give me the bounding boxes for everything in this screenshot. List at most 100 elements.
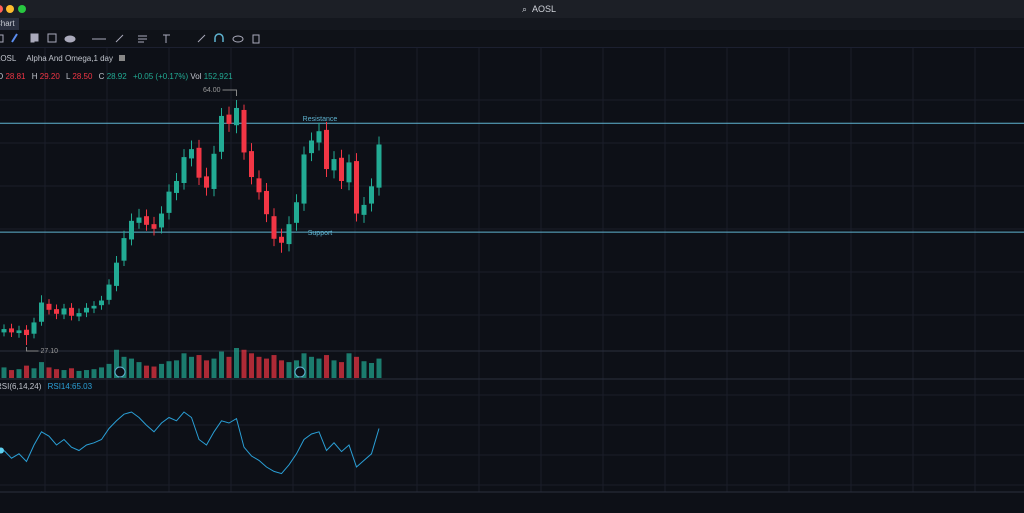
- candle-body: [76, 313, 82, 317]
- min-label: 27.10: [41, 348, 59, 355]
- magnet-tool[interactable]: [214, 33, 224, 42]
- candle-body: [226, 114, 232, 124]
- low-value: 28.50: [72, 72, 93, 81]
- volume-bar: [76, 370, 82, 378]
- volume-bar: [31, 368, 37, 378]
- candle-body: [54, 309, 59, 314]
- volume-bar: [241, 349, 247, 378]
- volume-bar: [1, 367, 7, 378]
- candle-body: [136, 217, 142, 223]
- volume-bar: [226, 356, 232, 378]
- candle-body: [286, 224, 292, 245]
- candle-body: [129, 220, 134, 240]
- candle-body: [159, 213, 164, 228]
- candle-body: [361, 204, 367, 215]
- volume-bar: [196, 355, 202, 378]
- volume-bar: [46, 367, 52, 378]
- description: Alpha And Omega,1 day: [26, 54, 114, 63]
- support-line-label: Support: [308, 230, 333, 237]
- candle-body: [31, 322, 37, 334]
- change: +0.05 (+0.17%): [132, 72, 189, 81]
- resistance-line-label: Resistance: [303, 116, 338, 123]
- volume-bar: [9, 370, 14, 378]
- candle-body: [204, 176, 209, 188]
- volume-bar: [234, 348, 239, 378]
- volume-bar: [174, 360, 179, 378]
- earnings-marker: [294, 366, 306, 378]
- volume-bar: [84, 370, 89, 378]
- volume-bar: [69, 368, 74, 378]
- candle-body: [376, 144, 382, 188]
- rsi-name: RSI(6,14,24): [0, 382, 42, 391]
- tool-icon[interactable]: [30, 33, 35, 43]
- high-label: H: [31, 72, 38, 81]
- volume-bar: [136, 362, 142, 378]
- close-label: C: [98, 72, 105, 81]
- volume-bar: [166, 361, 172, 378]
- candle-body: [264, 190, 269, 215]
- ohlc: O 28.81 H 29.20 L 28.50 C 28.92 +0.05 (+…: [0, 72, 233, 81]
- trash-tool[interactable]: [252, 34, 260, 44]
- rsi-dot: [0, 447, 4, 454]
- font-tool[interactable]: [163, 34, 170, 43]
- volume-bar: [369, 363, 374, 378]
- tab[interactable]: Chart: [0, 18, 19, 30]
- volume-bar: [24, 365, 29, 378]
- volume-value: 152,921: [203, 72, 233, 81]
- volume-bar: [151, 366, 157, 378]
- candle-body: [189, 149, 194, 159]
- time-axis: [0, 492, 1024, 513]
- candle-body: [69, 307, 74, 316]
- candle-body: [39, 302, 44, 322]
- candle-body: [279, 236, 284, 243]
- tool-icon[interactable]: [0, 34, 4, 43]
- volume-bar: [91, 369, 97, 378]
- candle-body: [271, 216, 277, 239]
- candle-body: [114, 262, 119, 286]
- candle-body: [181, 157, 187, 183]
- volume-bar: [129, 358, 134, 378]
- candle-body: [249, 151, 254, 178]
- window-controls: [0, 5, 26, 13]
- candle-body: [369, 186, 374, 204]
- title-bar: ⌕ AOSL: [0, 0, 1024, 18]
- layout-tool[interactable]: [47, 33, 57, 43]
- candle-body: [46, 303, 52, 310]
- tool-icon[interactable]: [34, 33, 39, 42]
- volume-bar: [286, 362, 292, 378]
- pencil-tool[interactable]: [11, 33, 18, 43]
- minimize-button[interactable]: [6, 5, 14, 13]
- volume-bar: [249, 353, 254, 378]
- volume-bar: [324, 355, 329, 378]
- eye-tool[interactable]: [232, 35, 244, 43]
- low-label: L: [66, 72, 71, 81]
- candle-body: [294, 202, 299, 223]
- earnings-marker: [114, 366, 126, 378]
- legend: AOSL Alpha And Omega,1 day: [0, 54, 126, 63]
- close-button[interactable]: [0, 5, 3, 13]
- candle-body: [211, 153, 217, 189]
- candle-body: [61, 308, 67, 315]
- brush-tool[interactable]: [115, 34, 124, 43]
- search-icon: ⌕: [522, 4, 528, 14]
- open-value: 28.81: [5, 72, 26, 81]
- volume-bar: [16, 369, 22, 378]
- candle-body: [84, 307, 89, 313]
- zoom-button[interactable]: [18, 5, 26, 13]
- candle-body: [309, 140, 314, 154]
- volume-bar: [189, 356, 194, 378]
- settings-icon[interactable]: [119, 55, 126, 61]
- text-tool[interactable]: [138, 35, 147, 43]
- volume-bar: [39, 362, 44, 378]
- volume-bar: [339, 362, 344, 378]
- volume-bar: [159, 363, 164, 378]
- volume-bar: [346, 353, 352, 378]
- draw-tool[interactable]: [197, 34, 206, 43]
- candle-body: [106, 284, 112, 300]
- volume-bar: [144, 365, 149, 378]
- cloud-tool[interactable]: [64, 35, 76, 43]
- volume-bar: [316, 358, 322, 378]
- candle-body: [331, 159, 337, 171]
